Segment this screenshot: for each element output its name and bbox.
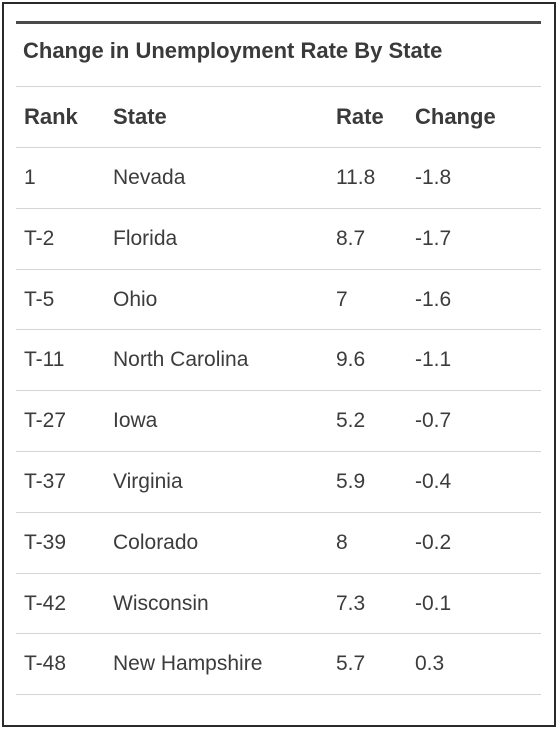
- rate-cell: 5.7: [336, 652, 366, 675]
- rank-cell: T-37: [24, 470, 67, 493]
- rank-cell: T-48: [24, 652, 67, 675]
- state-cell: Nevada: [113, 166, 186, 189]
- rank-cell: T-39: [24, 531, 67, 554]
- header-rank: Rank: [24, 104, 78, 129]
- row-divider: [16, 208, 541, 209]
- table-row: T-37 Virginia 5.9 -0.4: [16, 452, 541, 512]
- rank-cell: T-2: [24, 227, 55, 250]
- header-state: State: [113, 104, 167, 129]
- rank-cell: 1: [24, 166, 36, 189]
- table-bottom-rule: [16, 694, 541, 695]
- table-row: T-2 Florida 8.7 -1.7: [16, 209, 541, 269]
- title-divider: [16, 86, 541, 87]
- rate-cell: 8.7: [336, 227, 366, 250]
- change-cell: -1.7: [415, 227, 452, 250]
- change-cell: -0.7: [415, 409, 452, 432]
- state-cell: Iowa: [113, 409, 158, 432]
- table-header-row: Rank State Rate Change: [16, 87, 541, 147]
- rank-cell: T-5: [24, 288, 55, 311]
- change-cell: -0.4: [415, 470, 452, 493]
- table-row: T-5 Ohio 7 -1.6: [16, 270, 541, 330]
- change-cell: -0.2: [415, 531, 452, 554]
- state-cell: Ohio: [113, 288, 158, 311]
- state-cell: Florida: [113, 227, 178, 250]
- rank-cell: T-27: [24, 409, 67, 432]
- row-divider: [16, 390, 541, 391]
- table-row: T-42 Wisconsin 7.3 -0.1: [16, 574, 541, 634]
- row-divider: [16, 633, 541, 634]
- state-cell: North Carolina: [113, 348, 249, 371]
- change-cell: -1.1: [415, 348, 452, 371]
- change-cell: -1.6: [415, 288, 452, 311]
- rate-cell: 8: [336, 531, 348, 554]
- table-row: 1 Nevada 11.8 -1.8: [16, 148, 541, 208]
- rate-cell: 9.6: [336, 348, 366, 371]
- change-cell: 0.3: [415, 652, 445, 675]
- table-row: T-48 New Hampshire 5.7 0.3: [16, 634, 541, 694]
- table-row: T-11 North Carolina 9.6 -1.1: [16, 330, 541, 390]
- rate-cell: 7.3: [336, 592, 366, 615]
- table-title: Change in Unemployment Rate By State: [23, 38, 443, 63]
- state-cell: New Hampshire: [113, 652, 263, 675]
- header-change: Change: [415, 104, 496, 129]
- state-cell: Wisconsin: [113, 592, 209, 615]
- table-row: T-27 Iowa 5.2 -0.7: [16, 391, 541, 451]
- rate-cell: 5.9: [336, 470, 366, 493]
- change-cell: -0.1: [415, 592, 452, 615]
- rank-cell: T-42: [24, 592, 67, 615]
- rate-cell: 11.8: [336, 166, 376, 189]
- row-divider: [16, 269, 541, 270]
- row-divider: [16, 512, 541, 513]
- rate-cell: 7: [336, 288, 348, 311]
- rank-cell: T-11: [24, 348, 65, 371]
- rate-cell: 5.2: [336, 409, 366, 432]
- row-divider: [16, 329, 541, 330]
- row-divider: [16, 451, 541, 452]
- title-top-rule: [16, 21, 541, 24]
- row-divider: [16, 147, 541, 148]
- state-cell: Virginia: [113, 470, 183, 493]
- state-cell: Colorado: [113, 531, 199, 554]
- change-cell: -1.8: [415, 166, 452, 189]
- table-row: T-39 Colorado 8 -0.2: [16, 513, 541, 573]
- header-rate: Rate: [336, 104, 384, 129]
- row-divider: [16, 573, 541, 574]
